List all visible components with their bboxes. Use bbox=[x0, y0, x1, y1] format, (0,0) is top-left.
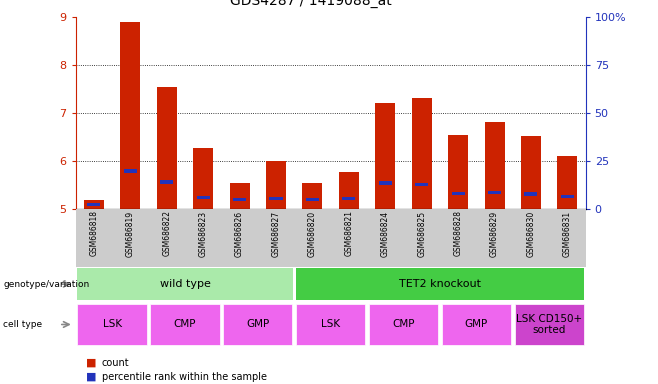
Bar bbox=[515, 304, 584, 345]
Text: GMP: GMP bbox=[465, 319, 488, 329]
Text: ■: ■ bbox=[86, 372, 96, 382]
Text: GSM686830: GSM686830 bbox=[526, 210, 536, 257]
Bar bbox=[412, 98, 432, 209]
Bar bbox=[193, 148, 213, 209]
Text: GSM686825: GSM686825 bbox=[417, 210, 426, 257]
Bar bbox=[197, 195, 210, 199]
Text: LSK: LSK bbox=[103, 319, 122, 329]
Text: ■: ■ bbox=[86, 358, 96, 368]
Bar bbox=[270, 197, 282, 200]
Bar bbox=[233, 198, 246, 201]
Bar bbox=[150, 304, 220, 345]
Bar bbox=[124, 169, 137, 172]
Bar bbox=[375, 103, 395, 209]
Bar bbox=[521, 136, 541, 209]
Bar bbox=[379, 181, 392, 185]
Bar bbox=[120, 22, 140, 209]
Text: cell type: cell type bbox=[3, 320, 42, 329]
Bar bbox=[78, 304, 147, 345]
Bar bbox=[339, 172, 359, 209]
Bar bbox=[266, 161, 286, 209]
Bar bbox=[369, 304, 438, 345]
Bar bbox=[484, 122, 505, 209]
Text: TET2 knockout: TET2 knockout bbox=[399, 279, 481, 289]
Bar bbox=[160, 180, 173, 184]
Text: GSM686829: GSM686829 bbox=[490, 210, 499, 257]
Bar bbox=[488, 191, 501, 194]
Bar bbox=[306, 198, 319, 201]
Text: LSK CD150+
sorted: LSK CD150+ sorted bbox=[516, 314, 582, 335]
Bar bbox=[88, 203, 101, 206]
Bar bbox=[303, 183, 322, 209]
Bar bbox=[415, 183, 428, 186]
Bar bbox=[557, 156, 578, 209]
Text: GSM686820: GSM686820 bbox=[308, 210, 317, 257]
Bar bbox=[230, 183, 249, 209]
Text: GSM686827: GSM686827 bbox=[272, 210, 280, 257]
Text: GSM686824: GSM686824 bbox=[381, 210, 390, 257]
Text: GDS4287 / 1419088_at: GDS4287 / 1419088_at bbox=[230, 0, 392, 8]
Text: GSM686818: GSM686818 bbox=[89, 210, 99, 257]
Text: CMP: CMP bbox=[174, 319, 196, 329]
Bar bbox=[296, 304, 365, 345]
Text: wild type: wild type bbox=[159, 279, 211, 289]
Bar bbox=[451, 192, 465, 195]
Bar bbox=[223, 304, 292, 345]
Bar bbox=[524, 192, 538, 195]
Text: GSM686822: GSM686822 bbox=[163, 210, 171, 257]
Text: GSM686823: GSM686823 bbox=[199, 210, 208, 257]
Text: GSM686826: GSM686826 bbox=[235, 210, 244, 257]
Bar bbox=[442, 304, 511, 345]
Bar bbox=[448, 135, 468, 209]
Bar bbox=[84, 200, 104, 209]
Text: GSM686819: GSM686819 bbox=[126, 210, 135, 257]
Text: CMP: CMP bbox=[392, 319, 415, 329]
Bar bbox=[77, 268, 293, 300]
Bar bbox=[157, 87, 177, 209]
Text: GSM686831: GSM686831 bbox=[563, 210, 572, 257]
Bar bbox=[295, 268, 584, 300]
Text: LSK: LSK bbox=[321, 319, 340, 329]
Bar bbox=[342, 197, 355, 200]
Text: genotype/variation: genotype/variation bbox=[3, 280, 89, 289]
Text: GSM686821: GSM686821 bbox=[344, 210, 353, 257]
Text: count: count bbox=[102, 358, 130, 368]
Bar bbox=[561, 195, 574, 198]
Text: percentile rank within the sample: percentile rank within the sample bbox=[102, 372, 267, 382]
Text: GSM686828: GSM686828 bbox=[453, 210, 463, 257]
Text: GMP: GMP bbox=[246, 319, 269, 329]
